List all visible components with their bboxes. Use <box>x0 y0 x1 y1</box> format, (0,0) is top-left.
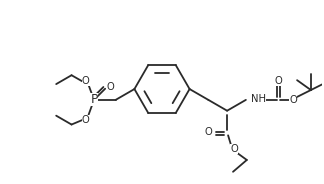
Text: O: O <box>106 82 114 92</box>
Text: O: O <box>204 127 212 137</box>
Text: P: P <box>90 93 98 106</box>
Text: O: O <box>82 76 89 86</box>
Text: O: O <box>289 95 297 105</box>
Text: O: O <box>274 76 282 86</box>
Text: NH: NH <box>251 94 266 104</box>
Text: O: O <box>230 144 238 154</box>
Text: O: O <box>82 115 89 125</box>
